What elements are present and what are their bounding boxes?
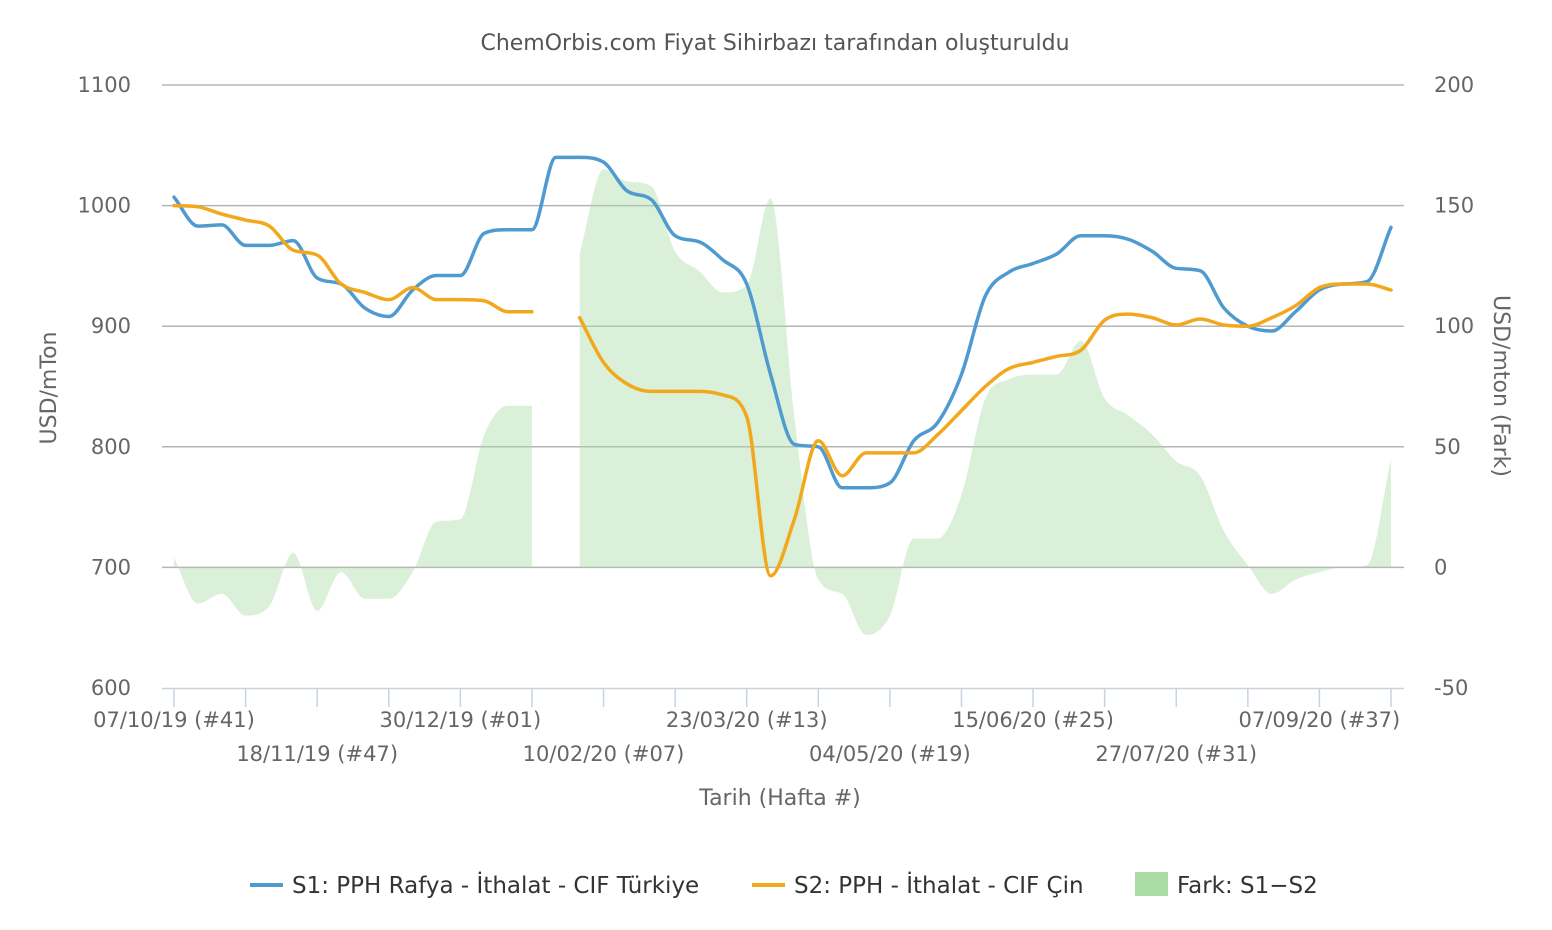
x-tick-label: 30/12/19 (#01) bbox=[380, 708, 542, 732]
s1-line bbox=[172, 155, 1393, 490]
x-tick-label: 07/09/20 (#37) bbox=[1239, 708, 1401, 732]
x-tick-label: 10/02/20 (#07) bbox=[523, 742, 685, 766]
difference-area bbox=[174, 405, 532, 616]
y-tick-label: 1000 bbox=[78, 194, 131, 218]
legend-label: Fark: S1−S2 bbox=[1177, 873, 1318, 899]
legend-label: S1: PPH Rafya - İthalat - CIF Türkiye bbox=[292, 871, 699, 899]
y2-axis-title: USD/mton (Fark) bbox=[1488, 295, 1513, 477]
y2-tick-label: 200 bbox=[1434, 73, 1474, 97]
x-tick-label: 07/10/19 (#41) bbox=[93, 708, 255, 732]
x-tick-label: 18/11/19 (#47) bbox=[236, 742, 398, 766]
y2-tick-label: 100 bbox=[1434, 314, 1474, 338]
y2-tick-label: 150 bbox=[1434, 194, 1474, 218]
y-tick-label: 600 bbox=[91, 676, 131, 700]
chart-title: ChemOrbis.com Fiyat Sihirbazı tarafından… bbox=[480, 31, 1069, 56]
x-tick-label: 27/07/20 (#31) bbox=[1095, 742, 1257, 766]
y-tick-label: 800 bbox=[91, 435, 131, 459]
y-tick-label: 900 bbox=[91, 314, 131, 338]
y-tick-label: 700 bbox=[91, 555, 131, 579]
legend: S1: PPH Rafya - İthalat - CIF Türkiye S2:… bbox=[250, 871, 1318, 899]
x-tick-label: 15/06/20 (#25) bbox=[952, 708, 1114, 732]
s2-line bbox=[577, 282, 1393, 578]
x-axis-title: Tarih (Hafta #) bbox=[698, 786, 860, 811]
y2-tick-label: 50 bbox=[1434, 435, 1461, 459]
gridlines bbox=[162, 84, 1404, 569]
y-tick-label: 1100 bbox=[78, 73, 131, 97]
difference-area-layer bbox=[174, 169, 1391, 635]
y-axis-title: USD/mTon bbox=[37, 332, 62, 445]
legend-label: S2: PPH - İthalat - CIF Çin bbox=[794, 871, 1084, 899]
legend-swatch-fark bbox=[1135, 872, 1168, 896]
x-tick-label: 04/05/20 (#19) bbox=[809, 742, 971, 766]
difference-area bbox=[579, 169, 1391, 635]
y2-tick-label: -50 bbox=[1434, 676, 1468, 700]
series-lines-layer bbox=[172, 155, 1393, 578]
y2-tick-label: 0 bbox=[1434, 555, 1447, 579]
axes-layer: 600 700 800 900 1000 1100 -50 0 50 100 150 200 07/10… bbox=[78, 73, 1475, 766]
x-tick-label: 23/03/20 (#13) bbox=[666, 708, 828, 732]
s2-line bbox=[172, 203, 534, 314]
